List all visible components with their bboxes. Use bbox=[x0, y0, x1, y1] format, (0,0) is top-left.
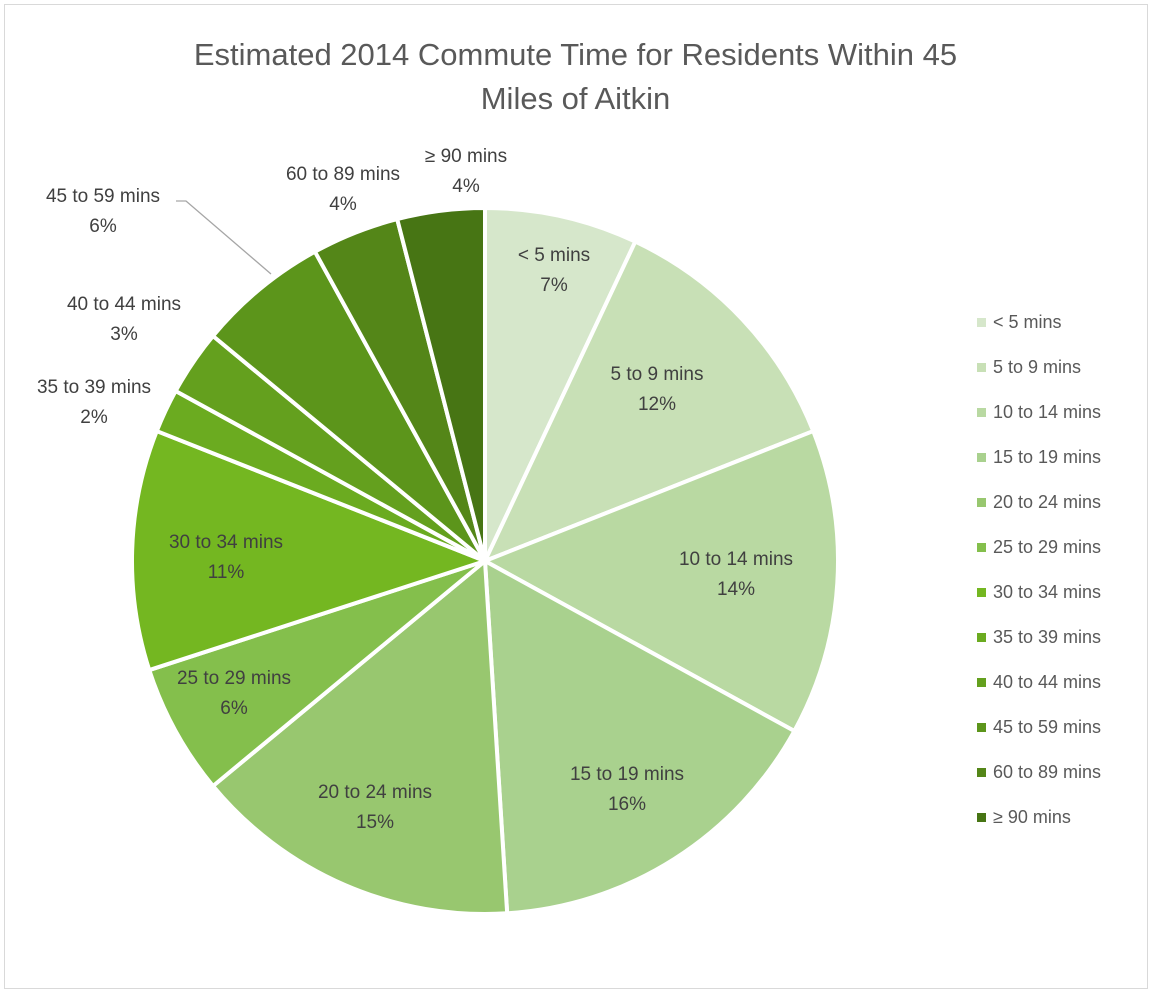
legend-label-5: 20 to 24 mins bbox=[993, 492, 1102, 512]
legend-item-9: 40 to 44 mins bbox=[977, 660, 1147, 705]
slice-4-percent-label: 16% bbox=[608, 794, 646, 815]
legend-label-8: 35 to 39 mins bbox=[993, 627, 1102, 647]
slice-6-name-label: 25 to 29 mins bbox=[177, 668, 291, 689]
legend-swatch-4 bbox=[977, 453, 986, 462]
slice-11-percent-label: 4% bbox=[329, 194, 357, 215]
legend-item-4: 15 to 19 mins bbox=[977, 435, 1147, 480]
legend-label-1: < 5 mins bbox=[993, 312, 1062, 332]
slice-6-percent-label: 6% bbox=[220, 698, 248, 719]
slice-3-percent-label: 14% bbox=[717, 579, 755, 600]
legend-label-12: ≥ 90 mins bbox=[993, 807, 1071, 827]
legend-swatch-5 bbox=[977, 498, 986, 507]
slice-5-percent-label: 15% bbox=[356, 812, 394, 833]
legend-swatch-9 bbox=[977, 678, 986, 687]
pie-slices bbox=[130, 206, 840, 916]
slice-10-name-label: 45 to 59 mins bbox=[46, 186, 160, 207]
legend-swatch-1 bbox=[977, 318, 986, 327]
slice-4-name-label: 15 to 19 mins bbox=[570, 764, 684, 785]
slice-10-wedge bbox=[211, 249, 487, 563]
slice-9-name-label: 40 to 44 mins bbox=[67, 294, 181, 315]
legend-item-8: 35 to 39 mins bbox=[977, 615, 1147, 660]
slice-6-wedge bbox=[147, 559, 487, 789]
legend-label-9: 40 to 44 mins bbox=[993, 672, 1102, 692]
leader-lines bbox=[176, 200, 272, 275]
slice-1-percent-label: 7% bbox=[540, 275, 568, 296]
legend-item-5: 20 to 24 mins bbox=[977, 480, 1147, 525]
legend-swatch-3 bbox=[977, 408, 986, 417]
slice-10-percent-label: 6% bbox=[89, 216, 117, 237]
chart-frame bbox=[4, 4, 1148, 989]
legend-label-4: 15 to 19 mins bbox=[993, 447, 1102, 467]
legend-swatch-12 bbox=[977, 813, 986, 822]
slice-12-name-label: ≥ 90 mins bbox=[425, 146, 507, 167]
slice-5-name-label: 20 to 24 mins bbox=[318, 782, 432, 803]
legend-swatch-8 bbox=[977, 633, 986, 642]
legend-item-2: 5 to 9 mins bbox=[977, 345, 1147, 390]
slice-3-wedge bbox=[483, 429, 840, 734]
legend-item-6: 25 to 29 mins bbox=[977, 525, 1147, 570]
slice-2-wedge bbox=[483, 239, 816, 563]
legend-label-2: 5 to 9 mins bbox=[993, 357, 1082, 377]
chart-title-line-2: Miles of Aitkin bbox=[480, 81, 671, 116]
chart-title: Estimated 2014 Commute Time for Resident… bbox=[0, 33, 1151, 121]
legend-item-12: ≥ 90 mins bbox=[977, 795, 1147, 840]
slice-8-name-label: 35 to 39 mins bbox=[37, 377, 151, 398]
slice-5-wedge bbox=[211, 559, 510, 916]
slice-10-leader-line bbox=[176, 200, 272, 275]
slice-7-name-label: 30 to 34 mins bbox=[169, 532, 283, 553]
slice-4-wedge bbox=[483, 559, 797, 916]
legend: < 5 mins 5 to 9 mins 10 to 14 mins 15 to 19… bbox=[977, 300, 1147, 840]
slice-7-percent-label: 11% bbox=[208, 562, 245, 583]
legend-label-10: 45 to 59 mins bbox=[993, 717, 1102, 737]
legend-item-3: 10 to 14 mins bbox=[977, 390, 1147, 435]
legend-item-10: 45 to 59 mins bbox=[977, 705, 1147, 750]
slice-2-percent-label: 12% bbox=[638, 394, 676, 415]
data-labels: < 5 mins 7% 5 to 9 mins 12% 10 to 14 mins 14%… bbox=[37, 146, 793, 833]
legend-label-3: 10 to 14 mins bbox=[993, 402, 1102, 422]
slice-12-wedge bbox=[395, 206, 487, 563]
legend-label-7: 30 to 34 mins bbox=[993, 582, 1102, 602]
slice-8-percent-label: 2% bbox=[80, 407, 108, 428]
legend-swatch-11 bbox=[977, 768, 986, 777]
legend-item-7: 30 to 34 mins bbox=[977, 570, 1147, 615]
legend-swatch-7 bbox=[977, 588, 986, 597]
legend-item-1: < 5 mins bbox=[977, 300, 1147, 345]
slice-7-wedge bbox=[130, 429, 487, 673]
slice-2-name-label: 5 to 9 mins bbox=[611, 364, 704, 385]
slice-1-wedge bbox=[483, 206, 638, 563]
legend-swatch-6 bbox=[977, 543, 986, 552]
chart-title-line-1: Estimated 2014 Commute Time for Resident… bbox=[193, 37, 958, 72]
legend-swatch-10 bbox=[977, 723, 986, 732]
legend-swatch-2 bbox=[977, 363, 986, 372]
slice-9-percent-label: 3% bbox=[110, 324, 138, 345]
slice-3-name-label: 10 to 14 mins bbox=[679, 549, 793, 570]
legend-item-11: 60 to 89 mins bbox=[977, 750, 1147, 795]
slice-12-percent-label: 4% bbox=[452, 176, 480, 197]
slice-1-name-label: < 5 mins bbox=[518, 245, 590, 266]
legend-label-6: 25 to 29 mins bbox=[993, 537, 1102, 557]
legend-label-11: 60 to 89 mins bbox=[993, 762, 1102, 782]
slice-11-name-label: 60 to 89 mins bbox=[286, 164, 400, 185]
